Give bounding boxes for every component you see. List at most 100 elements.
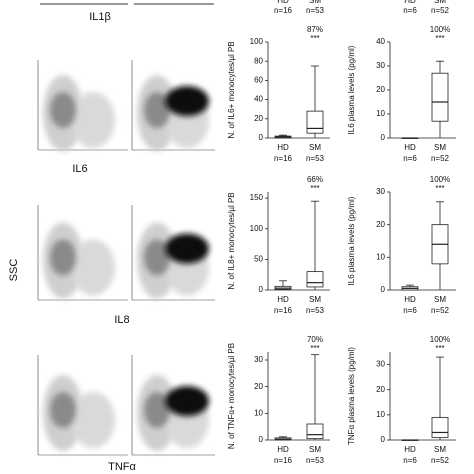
- category-label: SM: [309, 295, 321, 304]
- cloud: [144, 392, 170, 428]
- category-label: SM: [434, 143, 446, 152]
- y-tick-label: 0: [259, 285, 264, 294]
- marker-label: IL1β: [89, 11, 111, 23]
- positive-cloud: [165, 86, 209, 116]
- y-tick-label: 20: [254, 114, 263, 123]
- n-label: n=16: [274, 6, 293, 15]
- category-label: SM: [434, 295, 446, 304]
- n-label: n=16: [274, 154, 293, 163]
- y-tick-label: 20: [254, 382, 263, 391]
- y-axis-title: IL6 plasma levels (pg/ml): [347, 45, 356, 134]
- cloud: [144, 92, 170, 128]
- marker-label: TNFα: [108, 461, 136, 473]
- y-tick-label: 40: [254, 95, 263, 104]
- y-tick-label: 0: [259, 133, 264, 142]
- positive-cloud: [165, 386, 209, 416]
- cloud: [71, 92, 115, 148]
- category-label: HD: [277, 445, 289, 454]
- n-label: n=53: [306, 6, 325, 15]
- cloud: [71, 239, 115, 296]
- annotation: 100%: [430, 175, 450, 184]
- y-tick-label: 30: [376, 61, 385, 70]
- y-tick-label: 10: [376, 410, 385, 419]
- n-label: n=52: [431, 154, 450, 163]
- marker-label: IL8: [114, 314, 129, 326]
- cloud: [71, 392, 115, 448]
- significance: ***: [310, 184, 319, 193]
- significance: ***: [310, 34, 319, 43]
- y-tick-label: 0: [381, 285, 386, 294]
- significance: ***: [435, 344, 444, 353]
- marker-label: IL6: [72, 163, 87, 175]
- annotation: 87%: [307, 25, 323, 34]
- y-tick-label: 40: [376, 37, 385, 46]
- y-tick-label: 60: [254, 76, 263, 85]
- n-label: n=52: [431, 6, 450, 15]
- significance: ***: [310, 344, 319, 353]
- y-tick-label: 0: [381, 435, 386, 444]
- y-tick-label: 10: [254, 408, 263, 417]
- flow-panels: [37, 60, 215, 456]
- y-tick-label: 30: [376, 187, 385, 196]
- category-label: SM: [309, 445, 321, 454]
- y-axis-title: IL6 plasma levels (pg/ml): [347, 196, 356, 285]
- cloud: [50, 92, 76, 128]
- n-label: n=6: [403, 6, 417, 15]
- n-label: n=6: [403, 306, 417, 315]
- y-axis-title: N. of IL8+ monocytes/µl PB: [227, 192, 236, 289]
- box: [306, 110, 324, 134]
- n-label: n=52: [431, 456, 450, 465]
- y-tick-label: 20: [376, 220, 385, 229]
- n-label: n=52: [431, 306, 450, 315]
- y-tick-label: 100: [250, 224, 264, 233]
- y-tick-label: 150: [250, 193, 264, 202]
- category-label: HD: [404, 445, 416, 454]
- n-label: n=53: [306, 154, 325, 163]
- category-label: HD: [277, 295, 289, 304]
- y-tick-label: 10: [376, 252, 385, 261]
- y-tick-label: 20: [376, 85, 385, 94]
- y-tick-label: 10: [376, 109, 385, 118]
- cloud: [50, 239, 76, 276]
- n-label: n=16: [274, 306, 293, 315]
- y-axis-title: N. of TNFα+ monocytes/µl PB: [227, 343, 236, 449]
- n-label: n=53: [306, 306, 325, 315]
- category-label: HD: [404, 143, 416, 152]
- category-label: HD: [277, 0, 289, 5]
- y-tick-label: 100: [250, 37, 264, 46]
- y-tick-label: 50: [254, 254, 263, 263]
- y-axis-label: SSC: [8, 259, 20, 282]
- annotation: 100%: [430, 25, 450, 34]
- y-axis-title: TNFα plasma levels (pg/ml): [347, 347, 356, 445]
- significance: ***: [435, 184, 444, 193]
- category-label: SM: [309, 0, 321, 5]
- cloud: [144, 239, 170, 276]
- category-label: SM: [434, 0, 446, 5]
- y-tick-label: 0: [381, 133, 386, 142]
- y-tick-label: 30: [376, 360, 385, 369]
- y-tick-label: 20: [376, 385, 385, 394]
- positive-cloud: [165, 233, 209, 264]
- y-axis-title: N. of IL6+ monocytes/µl PB: [227, 41, 236, 138]
- category-label: SM: [309, 143, 321, 152]
- cloud: [50, 392, 76, 428]
- box: [431, 72, 449, 122]
- significance: ***: [435, 34, 444, 43]
- n-label: n=6: [403, 456, 417, 465]
- box: [306, 423, 324, 440]
- y-tick-label: 30: [254, 355, 263, 364]
- n-label: n=53: [306, 456, 325, 465]
- category-label: HD: [404, 295, 416, 304]
- category-label: SM: [434, 445, 446, 454]
- box: [431, 416, 449, 438]
- category-label: HD: [404, 0, 416, 5]
- annotation: 70%: [307, 335, 323, 344]
- n-label: n=16: [274, 456, 293, 465]
- y-tick-label: 80: [254, 56, 263, 65]
- n-label: n=6: [403, 154, 417, 163]
- annotation: 66%: [307, 175, 323, 184]
- annotation: 100%: [430, 335, 450, 344]
- y-tick-label: 0: [259, 435, 264, 444]
